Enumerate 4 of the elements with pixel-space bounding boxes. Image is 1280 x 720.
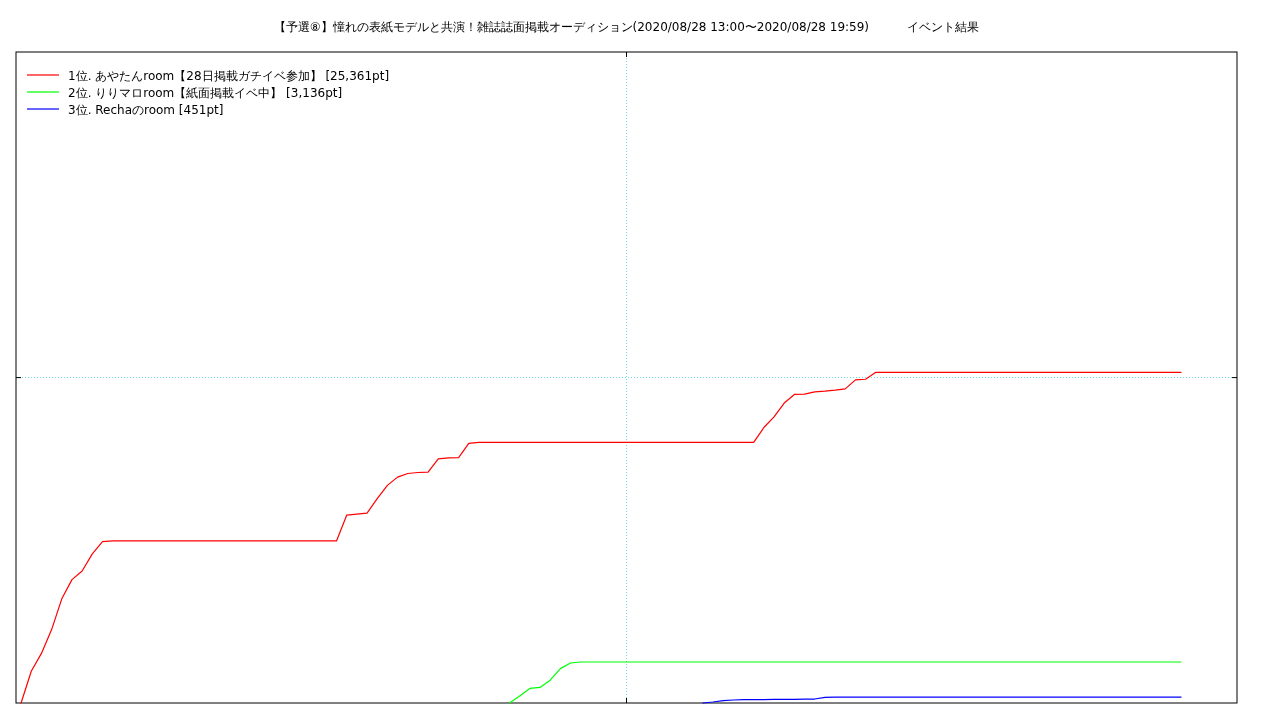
legend-label: 3位. Rechaのroom [451pt] — [68, 102, 224, 117]
legend-label: 1位. あやたんroom【28日掲載ガチイベ参加】 [25,361pt] — [68, 68, 390, 83]
legend-label: 2位. りりマロroom【紙面掲載イベ中】 [3,136pt] — [68, 85, 343, 100]
chart-title: 【予選⑧】憧れの表紙モデルと共演！雑誌誌面掲載オーディション(2020/08/28 13:00〜2020/08/28 19:59) イベント結果 — [273, 20, 980, 34]
